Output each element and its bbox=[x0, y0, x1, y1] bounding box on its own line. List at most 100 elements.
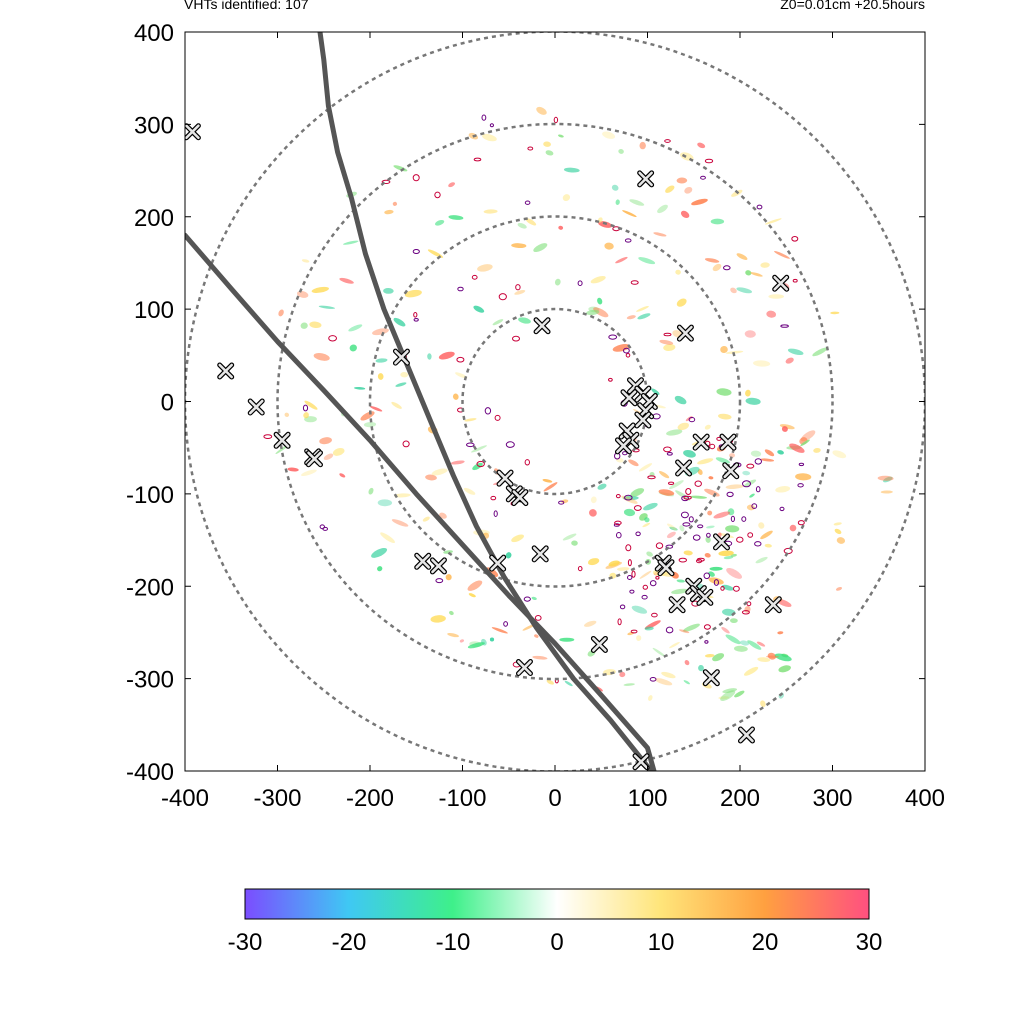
vht-marker bbox=[702, 669, 720, 687]
field-blob bbox=[380, 532, 396, 544]
field-blob bbox=[745, 397, 761, 405]
field-blob bbox=[775, 486, 791, 493]
field-blob bbox=[716, 388, 732, 396]
contour-ring bbox=[730, 515, 736, 523]
contour-ring bbox=[668, 481, 675, 485]
field-blob bbox=[303, 412, 309, 419]
field-blob bbox=[758, 522, 765, 529]
y-tick-label: 0 bbox=[161, 390, 174, 417]
field-blob bbox=[789, 443, 805, 453]
contour-ring bbox=[476, 460, 485, 468]
field-blob bbox=[723, 556, 734, 560]
field-blob bbox=[678, 629, 690, 634]
x-tick-label: -400 bbox=[161, 785, 209, 812]
field-blob bbox=[642, 522, 651, 528]
x-tick-label: 400 bbox=[905, 785, 945, 812]
field-blob bbox=[377, 566, 383, 572]
contour-ring bbox=[700, 175, 706, 180]
vht-marker bbox=[247, 398, 265, 416]
field-blob bbox=[755, 556, 768, 564]
field-blob bbox=[674, 395, 687, 405]
contour-ring bbox=[798, 462, 805, 467]
field-blob bbox=[611, 184, 619, 191]
vht-marker bbox=[675, 459, 693, 477]
vht-marker bbox=[496, 469, 514, 487]
field-blob bbox=[597, 297, 603, 305]
vht-marker bbox=[273, 431, 291, 449]
field-blob bbox=[704, 258, 720, 263]
field-blob bbox=[636, 305, 649, 312]
field-blob bbox=[450, 460, 465, 465]
field-blob bbox=[534, 634, 539, 638]
contour-ring bbox=[797, 520, 805, 526]
field-blob bbox=[532, 655, 548, 660]
field-blob bbox=[615, 256, 628, 264]
field-blob bbox=[669, 526, 678, 531]
contour-ring bbox=[697, 524, 704, 529]
contour-ring bbox=[617, 618, 622, 626]
field-blob bbox=[777, 450, 784, 455]
field-blob bbox=[718, 550, 734, 557]
vht-marker bbox=[620, 389, 638, 407]
field-blob bbox=[646, 551, 653, 557]
contour-ring bbox=[723, 265, 731, 271]
contour-ring bbox=[630, 280, 639, 285]
colorbar bbox=[244, 888, 870, 920]
field-blob bbox=[764, 449, 775, 457]
field-blob bbox=[715, 457, 730, 464]
field-blob bbox=[452, 393, 459, 400]
field-blob bbox=[339, 277, 354, 284]
field-blob bbox=[766, 655, 779, 658]
field-blob bbox=[395, 382, 407, 387]
field-blob bbox=[675, 269, 681, 275]
field-blob bbox=[750, 450, 762, 457]
vht-marker bbox=[737, 726, 755, 744]
field-blob bbox=[459, 639, 465, 643]
field-blob bbox=[704, 553, 711, 558]
field-blob bbox=[764, 543, 772, 548]
contour-ring bbox=[412, 174, 420, 182]
field-blob bbox=[639, 570, 652, 579]
contour-ring bbox=[435, 578, 444, 584]
vht-markers bbox=[185, 123, 790, 771]
field-blob bbox=[676, 298, 687, 307]
field-blob bbox=[683, 550, 693, 556]
contour-ring bbox=[704, 640, 709, 644]
field-blob bbox=[760, 262, 770, 268]
field-blob bbox=[636, 635, 642, 641]
field-blob bbox=[768, 294, 784, 299]
field-blob bbox=[511, 534, 524, 543]
field-blob bbox=[438, 351, 455, 360]
field-blob bbox=[300, 322, 308, 329]
storm-tracks bbox=[185, 32, 657, 771]
field-blob bbox=[629, 199, 645, 206]
vht-marker bbox=[637, 170, 655, 188]
field-blob bbox=[467, 642, 485, 649]
contour-ring bbox=[619, 604, 626, 610]
vht-marker bbox=[692, 433, 710, 451]
x-tick-label: 0 bbox=[548, 785, 561, 812]
field-blob bbox=[339, 473, 346, 478]
field-blob bbox=[505, 552, 512, 559]
field-blob bbox=[564, 680, 573, 687]
field-blob bbox=[392, 201, 397, 206]
colorbar-ticks: -30 -20 -10 0 10 20 30 bbox=[228, 929, 883, 956]
field-blob bbox=[718, 696, 730, 700]
field-blob bbox=[756, 641, 766, 647]
field-blob bbox=[739, 640, 750, 646]
vht-marker bbox=[590, 635, 608, 653]
contour-ring bbox=[680, 511, 689, 519]
field-blob bbox=[368, 487, 374, 495]
colorbar-tick-label: -20 bbox=[332, 929, 367, 956]
contour-ring bbox=[608, 334, 618, 340]
contour-ring bbox=[792, 278, 798, 283]
field-blob bbox=[628, 459, 639, 467]
vht-marker bbox=[414, 552, 432, 570]
field-blob bbox=[720, 690, 736, 701]
field-blob bbox=[712, 263, 722, 272]
field-blob bbox=[546, 679, 554, 685]
y-tick-label: 300 bbox=[134, 112, 174, 139]
contour-ring bbox=[484, 407, 492, 415]
contour-ring bbox=[746, 463, 755, 469]
field-blob bbox=[404, 289, 422, 298]
